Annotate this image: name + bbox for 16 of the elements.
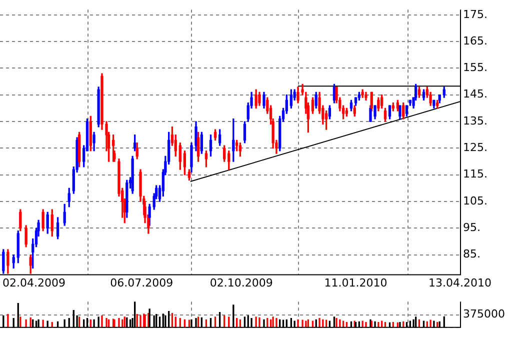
y-tick-label: 95. xyxy=(463,221,480,234)
y-tick-label: 105. xyxy=(463,194,488,208)
y-tick-label: 125. xyxy=(463,141,488,154)
x-tick-label: 02.04.2009 xyxy=(2,276,66,290)
x-tick-label: 02.10.2009 xyxy=(210,276,273,290)
y-tick-label: 165. xyxy=(463,34,488,48)
y-tick-label: 115. xyxy=(463,168,488,181)
x-tick-label: 13.04.2010 xyxy=(428,276,492,290)
y-tick-label: 155. xyxy=(463,61,488,74)
y-tick-label: 375000 xyxy=(463,308,505,321)
y-tick-label: 135. xyxy=(463,114,488,128)
x-tick-label: 06.07.2009 xyxy=(110,276,174,290)
y-tick-label: 175. xyxy=(463,8,488,21)
x-tick-label: 11.01.2010 xyxy=(324,276,388,290)
y-tick-label: 85. xyxy=(463,248,480,261)
y-tick-label: 145. xyxy=(463,88,488,101)
